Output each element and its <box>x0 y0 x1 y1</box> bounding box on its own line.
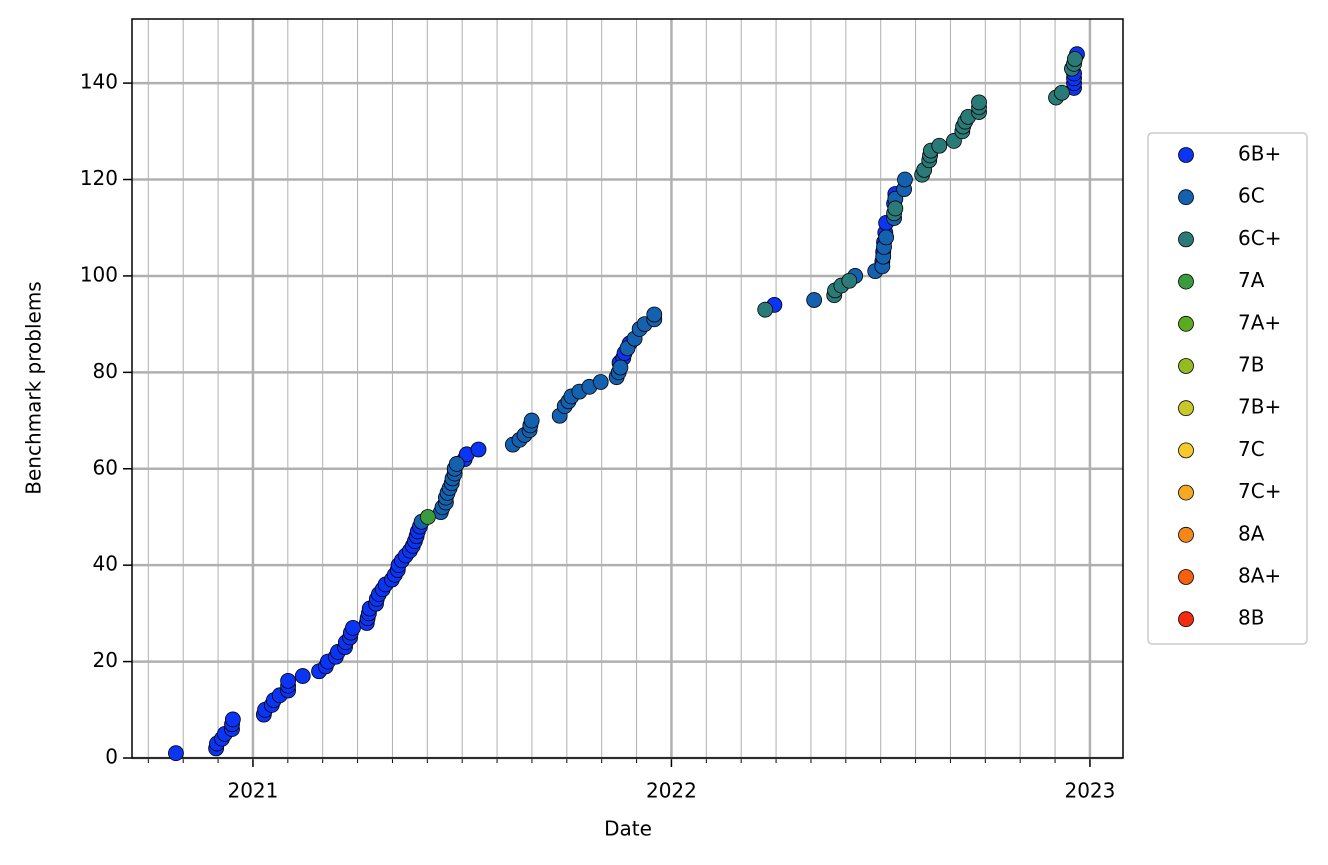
legend-label: 7B <box>1238 353 1264 377</box>
legend-marker <box>1178 189 1194 206</box>
legend-marker <box>1178 400 1194 417</box>
data-point <box>592 374 609 390</box>
legend-marker <box>1178 611 1194 628</box>
y-tick-label: 60 <box>93 455 118 479</box>
data-point <box>612 359 629 376</box>
data-point <box>897 171 913 188</box>
x-tick-label: 2023 <box>1064 779 1115 803</box>
data-point <box>470 441 487 458</box>
legend-label: 8B <box>1238 606 1264 630</box>
data-point <box>280 672 296 689</box>
y-tick-label: 120 <box>80 166 118 190</box>
legend-marker <box>1178 231 1194 248</box>
data-point <box>646 306 663 323</box>
legend-marker <box>1178 526 1194 543</box>
y-axis-label: Benchmark problems <box>22 281 46 494</box>
data-point <box>806 292 823 308</box>
data-point <box>1066 51 1083 67</box>
data-point <box>757 301 774 318</box>
data-point <box>294 668 311 684</box>
plot-frame <box>131 18 1124 759</box>
data-point <box>345 619 361 636</box>
legend-marker <box>1178 569 1194 585</box>
data-point <box>878 229 895 246</box>
data-point <box>448 456 465 472</box>
legend-marker <box>1178 147 1194 163</box>
x-tick-label: 2021 <box>227 779 278 803</box>
data-point <box>931 137 948 154</box>
legend-label: 7A+ <box>1238 310 1281 334</box>
data-point <box>841 272 858 289</box>
legend-label: 6C <box>1238 184 1265 208</box>
y-tick-label: 100 <box>80 262 118 286</box>
legend-label: 7B+ <box>1238 395 1281 419</box>
data-point <box>1053 84 1070 101</box>
legend-label: 7C <box>1238 437 1265 461</box>
data-point <box>168 745 184 762</box>
y-tick-label: 40 <box>93 552 118 576</box>
legend-label: 8A+ <box>1238 564 1281 588</box>
data-point <box>971 94 987 111</box>
legend-label: 7C+ <box>1238 479 1281 503</box>
legend-label: 6C+ <box>1238 226 1281 250</box>
legend-marker <box>1178 484 1194 501</box>
x-axis-label: Date <box>604 817 652 841</box>
x-tick-label: 2022 <box>646 779 697 803</box>
y-tick-label: 20 <box>93 648 118 672</box>
data-point <box>224 711 241 728</box>
y-tick-label: 140 <box>80 70 118 94</box>
y-tick-label: 80 <box>93 359 118 383</box>
legend-label: 6B+ <box>1238 142 1281 166</box>
data-point <box>887 200 904 217</box>
legend-marker <box>1178 273 1194 290</box>
legend-marker <box>1178 358 1194 374</box>
data-point <box>523 412 540 429</box>
legend-marker <box>1178 315 1194 332</box>
legend-box <box>1147 132 1308 645</box>
data-point <box>419 509 436 525</box>
legend-label: 8A <box>1238 521 1265 545</box>
legend-label: 7A <box>1238 268 1265 292</box>
y-tick-label: 0 <box>105 745 118 769</box>
legend-marker <box>1178 442 1194 459</box>
